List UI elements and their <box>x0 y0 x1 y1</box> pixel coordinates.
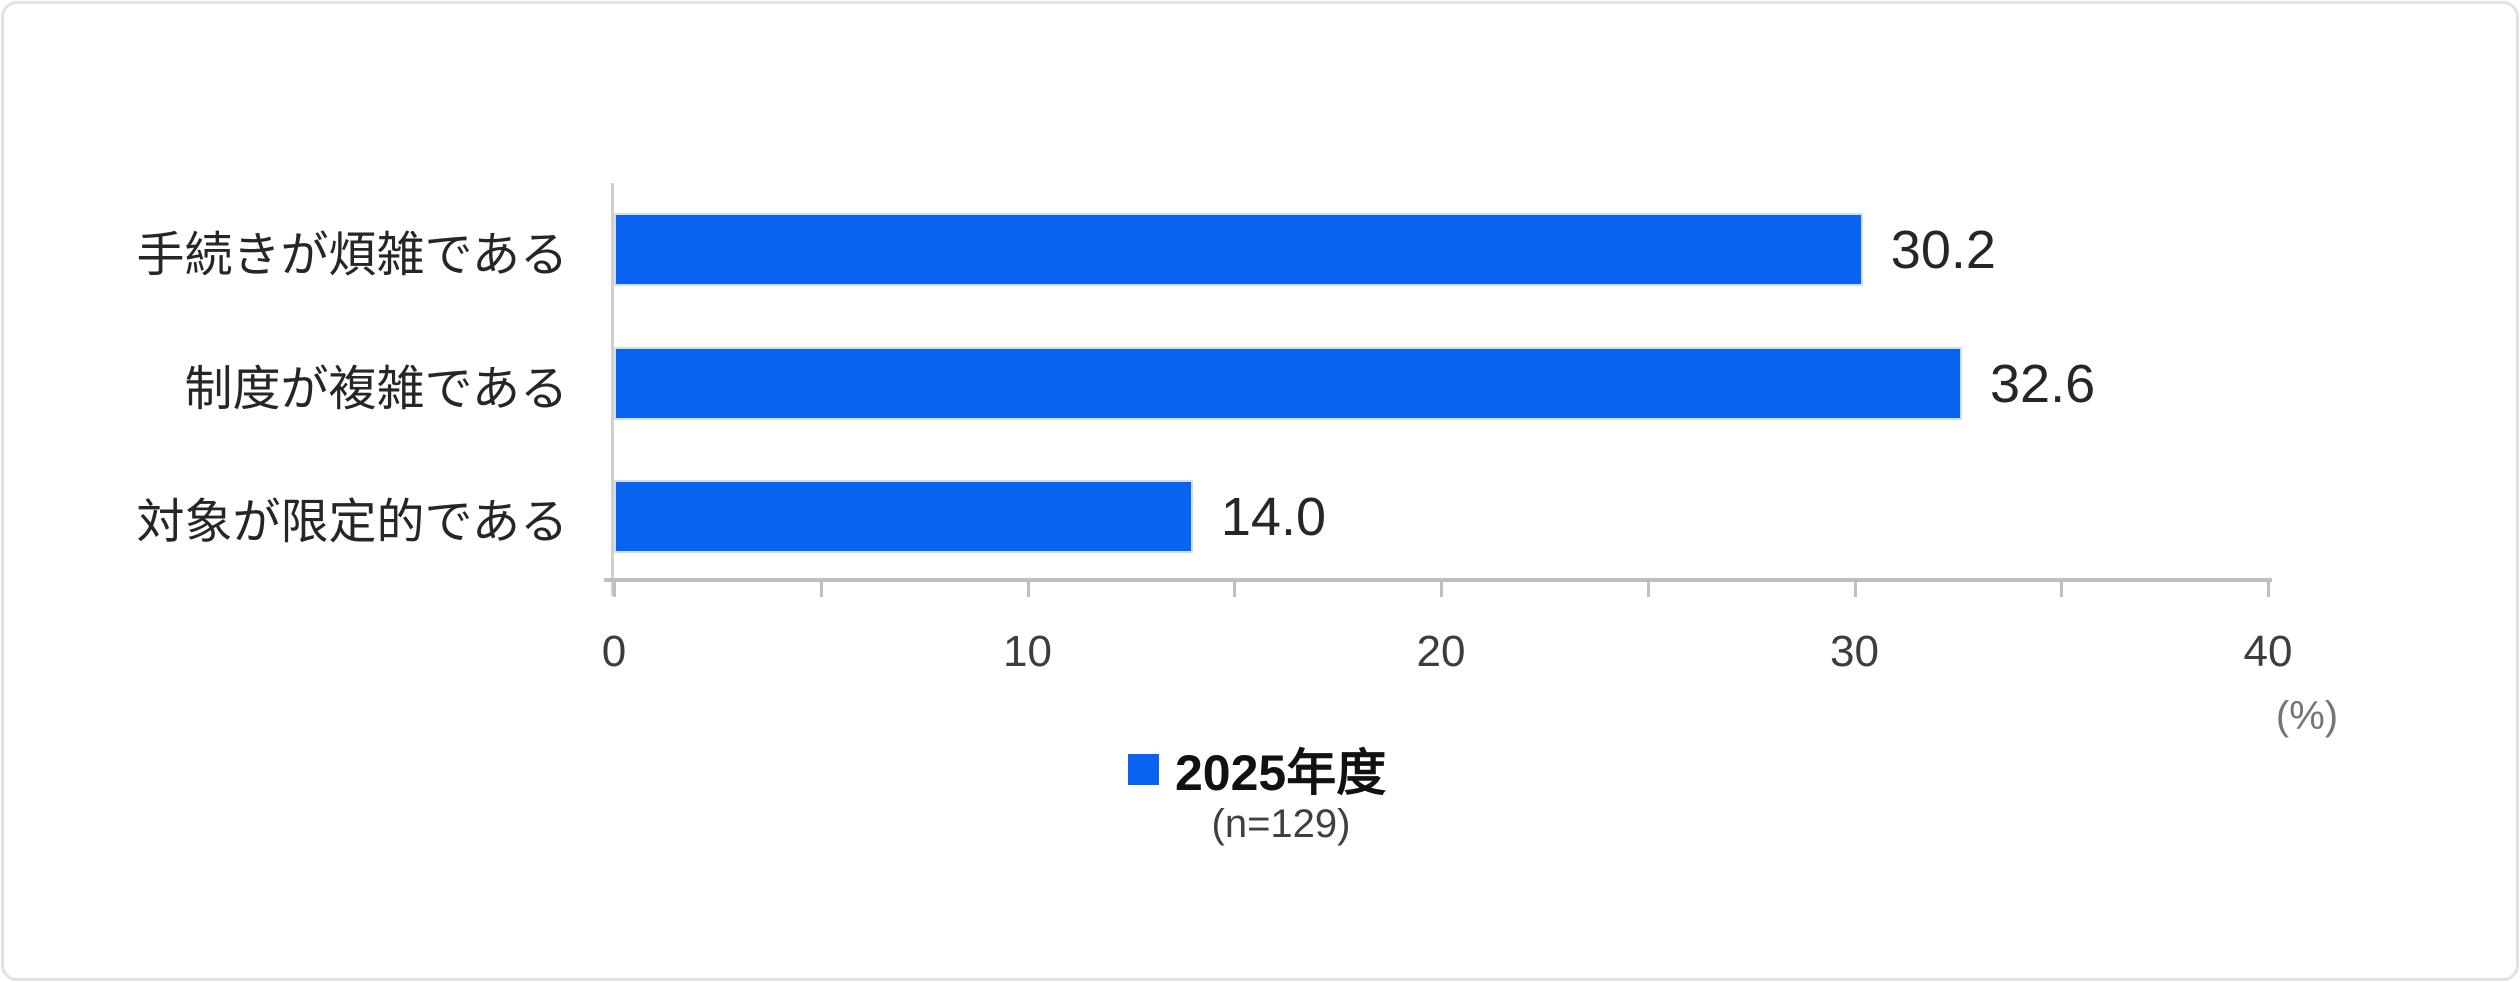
legend-series-label: 2025年度 <box>1175 745 1387 801</box>
bar-row: 30.2 <box>614 213 1996 286</box>
legend-sample-size: (n=129) <box>1211 802 1351 846</box>
bar <box>614 480 1193 553</box>
axis-tick-mark <box>1646 582 1650 597</box>
bar <box>614 347 1962 420</box>
axis-tick-label: 0 <box>601 627 627 676</box>
axis-tick-label: 40 <box>2243 627 2293 676</box>
legend-square-marker <box>1128 753 1159 785</box>
axis-unit-label: (%) <box>2275 694 2339 738</box>
category-label: 制度が複雑である <box>184 362 568 416</box>
plot-area: 30.2 32.6 14.0 <box>604 183 2272 597</box>
axis-tick-mark <box>613 582 616 597</box>
category-axis-labels: 手続きが煩雑である 制度が複雑である 対象が限定的である <box>0 183 588 578</box>
bar-row: 14.0 <box>614 480 1326 553</box>
category-axis-line <box>611 183 614 596</box>
axis-tick-label: 30 <box>1830 627 1879 676</box>
bar <box>614 213 1863 286</box>
axis-tick-label: 10 <box>1003 627 1052 676</box>
axis-tick-label: 20 <box>1416 627 1466 676</box>
bar-value-label: 14.0 <box>1220 486 1326 547</box>
value-axis-tick-labels: 0 10 20 30 40 <box>602 627 2293 677</box>
axis-tick-mark <box>1026 582 1030 597</box>
value-axis-line <box>604 578 2272 582</box>
bar-value-label: 32.6 <box>1990 353 2096 414</box>
category-label: 手続きが煩雑である <box>136 228 568 282</box>
bar-row: 32.6 <box>614 347 2095 420</box>
axis-tick-mark <box>1233 582 1237 597</box>
legend: 2025年度 <box>1128 738 1386 801</box>
axis-tick-mark <box>2267 582 2270 597</box>
axis-tick-mark <box>1853 582 1857 597</box>
axis-tick-mark <box>2060 582 2064 597</box>
category-label: 対象が限定的である <box>136 495 568 549</box>
bar-value-label: 30.2 <box>1890 219 1996 280</box>
axis-tick-mark <box>1440 582 1443 597</box>
axis-tick-mark <box>819 582 823 597</box>
